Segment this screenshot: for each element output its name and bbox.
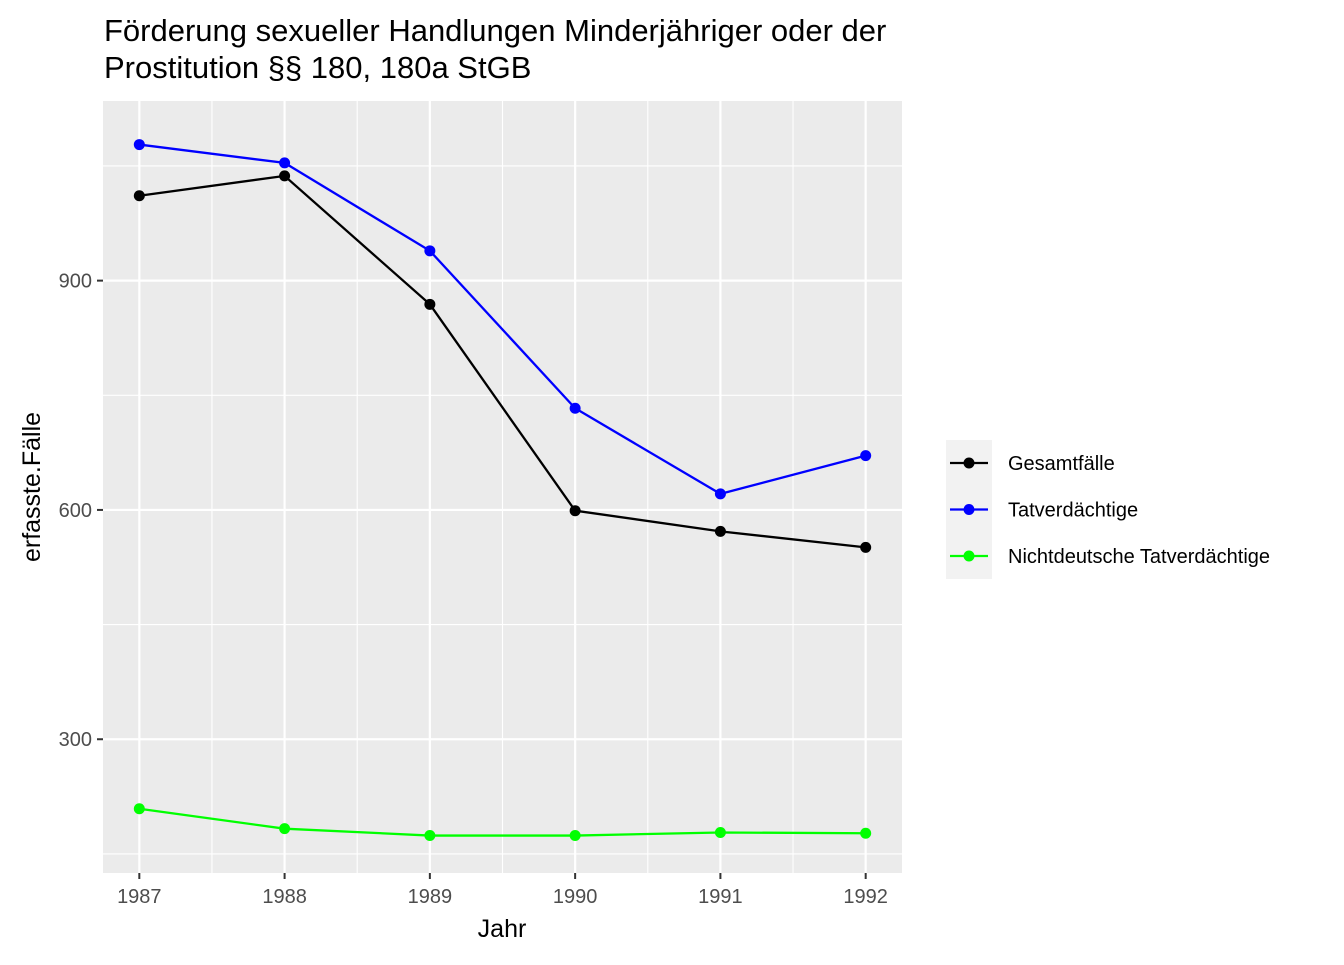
series-line <box>139 174 866 549</box>
legend-label: Gesamtfälle <box>1008 453 1115 475</box>
data-point <box>133 190 145 202</box>
data-point <box>569 830 581 842</box>
data-point <box>569 402 581 414</box>
chart-title-line-2: Prostitution §§ 180, 180a StGB <box>104 50 531 85</box>
data-point <box>714 525 726 537</box>
series-line <box>139 807 866 837</box>
x-tick-label: 1988 <box>262 886 307 908</box>
legend-key-point <box>963 504 975 515</box>
data-point <box>424 830 436 842</box>
grid-major <box>103 101 902 873</box>
x-tick-label: 1992 <box>843 886 888 908</box>
x-tick-label: 1991 <box>698 886 743 908</box>
data-point <box>133 139 145 151</box>
y-axis: 300 600 900 <box>59 271 103 751</box>
x-axis: 1987 1988 1989 1990 1991 1992 <box>117 873 888 908</box>
y-tick-label: 900 <box>59 271 92 293</box>
data-point <box>279 823 291 835</box>
data-point <box>860 827 872 839</box>
y-tick-label: 300 <box>59 729 92 751</box>
x-tick-label: 1990 <box>553 886 598 908</box>
series-line <box>139 143 866 496</box>
series-layer <box>133 139 872 842</box>
data-point <box>133 803 145 815</box>
legend: Gesamtfälle Tatverdächtige Nichtdeutsche T… <box>946 440 1270 579</box>
grid-minor <box>103 101 902 873</box>
chart-title-line-1: Förderung sexueller Handlungen Minderjäh… <box>104 13 886 48</box>
y-axis-title: erfasste.Fälle <box>18 412 46 562</box>
legend-key-point <box>963 550 975 562</box>
data-point <box>424 245 436 257</box>
data-point <box>714 826 726 838</box>
data-point <box>279 157 291 169</box>
legend-label: Nichtdeutsche Tatverdächtige <box>1008 546 1270 568</box>
legend-key-point <box>963 457 975 469</box>
x-axis-title: Jahr <box>478 915 527 943</box>
x-tick-label: 1989 <box>408 886 453 908</box>
data-point <box>279 170 291 182</box>
y-tick-label: 600 <box>59 500 92 522</box>
data-point <box>569 505 581 517</box>
legend-label: Tatverdächtige <box>1008 500 1138 522</box>
data-point <box>714 488 726 500</box>
data-point <box>424 298 436 310</box>
chart-title: Förderung sexueller Handlungen Minderjäh… <box>104 13 886 85</box>
x-tick-label: 1987 <box>117 886 162 908</box>
data-point <box>860 450 872 462</box>
data-point <box>860 541 872 553</box>
